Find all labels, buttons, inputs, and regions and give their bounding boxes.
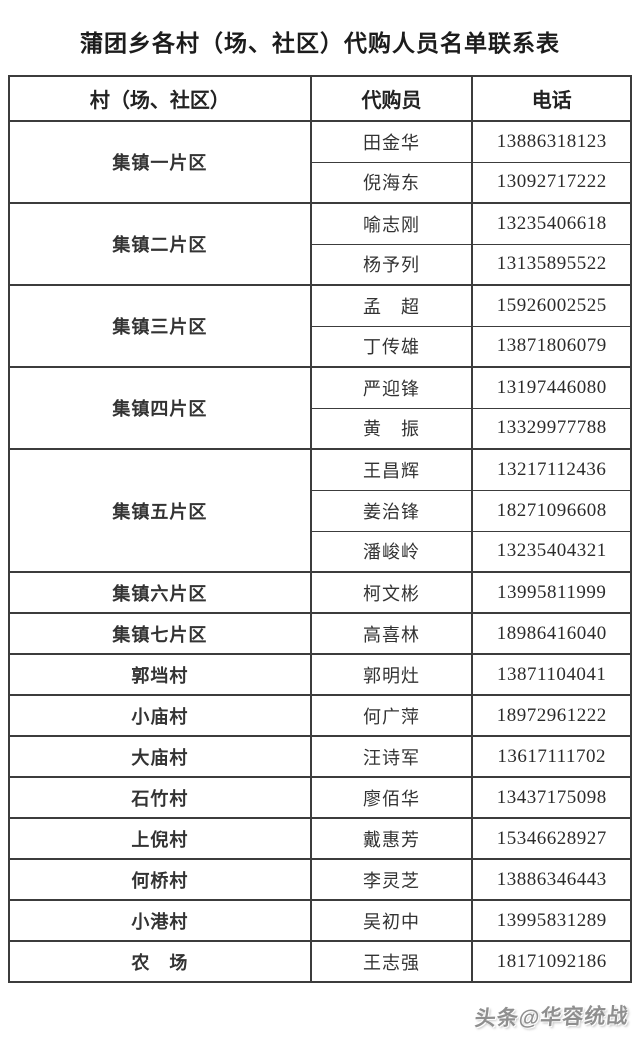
phone-cell: 13886346443 [471, 858, 632, 901]
village-cell: 郭垱村 [8, 653, 312, 696]
village-cell: 集镇一片区 [8, 120, 312, 204]
table-row: 集镇七片区 高喜林 18986416040 [8, 612, 632, 655]
table-row: 小庙村 何广萍 18972961222 [8, 694, 632, 737]
phone-cell: 13871806079 [471, 325, 632, 368]
agent-name-cell: 李灵芝 [309, 858, 474, 901]
table-row: 姜治锋 18271096608 [9, 489, 632, 532]
table-row: 上倪村 戴惠芳 15346628927 [8, 817, 632, 860]
agent-name-cell: 丁传雄 [309, 325, 474, 368]
phone-cell: 13886318123 [471, 120, 632, 163]
agent-name-cell: 吴初中 [309, 899, 474, 942]
village-cell: 集镇六片区 [8, 571, 312, 614]
table-row: 郭垱村 郭明灶 13871104041 [8, 653, 632, 696]
phone-cell: 15926002525 [471, 284, 632, 327]
village-cell: 农 场 [8, 940, 312, 983]
village-cell: 上倪村 [8, 817, 312, 860]
header-row: 村（场、社区） 代购员 电话 [8, 75, 632, 122]
agent-name-cell: 孟 超 [309, 284, 474, 327]
agent-name-cell: 严迎锋 [309, 366, 474, 409]
agent-name-cell: 倪海东 [309, 161, 474, 204]
table-row: 杨予列 13135895522 [9, 243, 632, 286]
agent-name-cell: 廖佰华 [309, 776, 474, 819]
table-row: 集镇二片区 喻志刚 13235406618 [8, 202, 632, 286]
table-row: 黄 振 13329977788 [9, 407, 632, 450]
col-header-village: 村（场、社区） [8, 75, 312, 122]
phone-cell: 13135895522 [471, 243, 632, 286]
table-row: 小港村 吴初中 13995831289 [8, 899, 632, 942]
village-cell: 何桥村 [8, 858, 312, 901]
agent-name-cell: 戴惠芳 [309, 817, 474, 860]
phone-cell: 13995831289 [471, 899, 632, 942]
col-header-phone: 电话 [471, 75, 632, 122]
table-row: 集镇一片区 田金华 13886318123 [8, 120, 632, 204]
phone-cell: 13617111702 [471, 735, 632, 778]
table-row: 潘峻岭 13235404321 [9, 530, 632, 573]
table-row: 石竹村 廖佰华 13437175098 [8, 776, 632, 819]
agent-name-cell: 郭明灶 [309, 653, 474, 696]
table-row: 集镇四片区 严迎锋 13197446080 [8, 366, 632, 450]
village-cell: 集镇五片区 [8, 448, 312, 573]
agent-name-cell: 潘峻岭 [309, 530, 474, 573]
phone-cell: 13217112436 [471, 448, 632, 491]
table-body: 集镇一片区 田金华 13886318123 倪海东 13092717222 集镇二片区 喻志… [8, 120, 632, 983]
agent-name-cell: 柯文彬 [309, 571, 474, 614]
phone-cell: 18271096608 [471, 489, 632, 532]
village-cell: 集镇四片区 [8, 366, 312, 450]
agent-name-cell: 汪诗军 [309, 735, 474, 778]
agent-name-cell: 黄 振 [309, 407, 474, 450]
table-row: 集镇六片区 柯文彬 13995811999 [8, 571, 632, 614]
village-cell: 集镇二片区 [8, 202, 312, 286]
phone-cell: 13092717222 [471, 161, 632, 204]
phone-cell: 13871104041 [471, 653, 632, 696]
phone-cell: 13235406618 [471, 202, 632, 245]
village-cell: 小港村 [8, 899, 312, 942]
phone-cell: 13197446080 [471, 366, 632, 409]
agent-name-cell: 王昌辉 [309, 448, 474, 491]
table-row: 集镇三片区孟 超 15926002525 [8, 284, 632, 368]
table-row: 丁传雄 13871806079 [9, 325, 632, 368]
table-row: 农 场王志强 18171092186 [8, 940, 632, 983]
phone-cell: 18171092186 [471, 940, 632, 983]
phone-cell: 15346628927 [471, 817, 632, 860]
phone-cell: 13329977788 [471, 407, 632, 450]
page-title: 蒲团乡各村（场、社区）代购人员名单联系表 [80, 30, 560, 56]
contact-table: 村（场、社区） 代购员 电话 集镇一片区 田金华 13886318123 倪海东 130… [8, 75, 632, 983]
agent-name-cell: 喻志刚 [309, 202, 474, 245]
village-cell: 集镇三片区 [8, 284, 312, 368]
table-row: 何桥村 李灵芝 13886346443 [8, 858, 632, 901]
table-row: 倪海东 13092717222 [9, 161, 632, 204]
agent-name-cell: 姜治锋 [309, 489, 474, 532]
agent-name-cell: 何广萍 [309, 694, 474, 737]
phone-cell: 13235404321 [471, 530, 632, 573]
col-header-agent: 代购员 [309, 75, 474, 122]
phone-cell: 18972961222 [471, 694, 632, 737]
agent-name-cell: 高喜林 [309, 612, 474, 655]
village-cell: 集镇七片区 [8, 612, 312, 655]
agent-name-cell: 田金华 [309, 120, 474, 163]
phone-cell: 18986416040 [471, 612, 632, 655]
phone-cell: 13437175098 [471, 776, 632, 819]
phone-cell: 13995811999 [471, 571, 632, 614]
agent-name-cell: 王志强 [309, 940, 474, 983]
watermark: 头条@华容统战 [473, 1004, 630, 1031]
village-cell: 石竹村 [8, 776, 312, 819]
table-row: 集镇五片区 王昌辉 13217112436 [8, 448, 632, 573]
table-row: 大庙村 汪诗军 13617111702 [8, 735, 632, 778]
village-cell: 小庙村 [8, 694, 312, 737]
agent-name-cell: 杨予列 [309, 243, 474, 286]
village-cell: 大庙村 [8, 735, 312, 778]
